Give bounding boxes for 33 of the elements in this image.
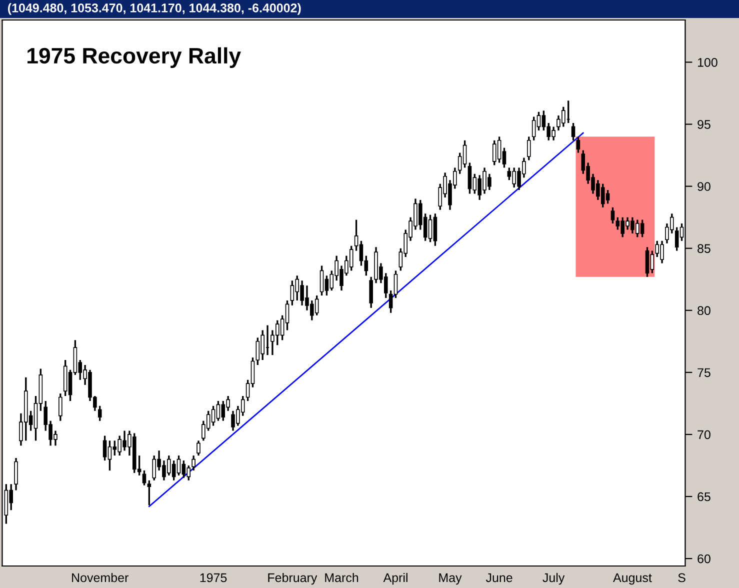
y-tick-label: 85 — [698, 244, 710, 253]
y-tick-label: 100 — [698, 58, 718, 67]
x-tick-label: May — [439, 573, 462, 585]
candlestick — [192, 454, 196, 472]
y-tick-label: 75 — [698, 368, 710, 378]
x-tick-label: March — [325, 572, 358, 582]
candlestick — [610, 206, 615, 224]
x-tick-label: S — [678, 573, 686, 582]
text: 1975 Recovery Rally — [28, 47, 241, 68]
candlestick — [58, 392, 62, 422]
candlestick — [576, 136, 580, 154]
y-tick-label: 80 — [698, 306, 710, 316]
text: (1049.480, 1053.470, 1041.170, 1044.380, -6.40002) — [8, 3, 301, 15]
candlestick — [142, 470, 146, 486]
x-tick-label: November — [72, 572, 128, 582]
candlestick — [14, 457, 18, 492]
x-tick-label: August — [613, 573, 652, 585]
y-tick-label: 60 — [698, 554, 710, 564]
x-tick-label: 1975 — [200, 573, 227, 582]
candlestick — [369, 276, 373, 309]
y-tick-label: 70 — [698, 430, 710, 440]
y-tick-label: 65 — [698, 492, 710, 502]
x-tick-label: April — [383, 572, 408, 585]
candlestick — [147, 480, 152, 506]
candlestick — [98, 405, 102, 422]
y-tick-label: 95 — [698, 120, 710, 129]
x-tick-label: June — [486, 573, 512, 582]
candlestick — [196, 440, 200, 456]
x-tick-label: February — [268, 572, 318, 585]
candlestick — [571, 122, 576, 142]
x-tick-label: July — [542, 572, 565, 585]
candlestick — [526, 136, 531, 162]
y-tick-label: 90 — [698, 182, 710, 191]
